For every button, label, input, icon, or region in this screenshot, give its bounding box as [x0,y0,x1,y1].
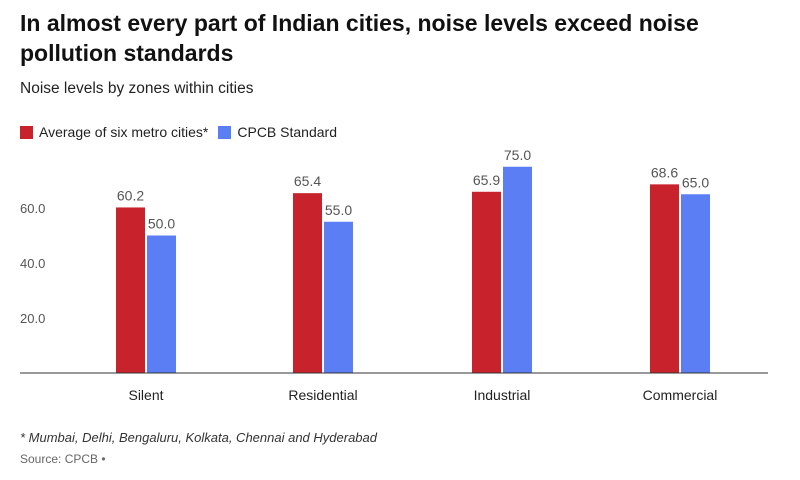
legend-swatch-standard [218,125,232,139]
y-tick-label: 40.0 [20,256,45,271]
y-tick-label: 20.0 [20,311,45,326]
bar-average [293,193,322,373]
bar-average [650,184,679,373]
legend-label-average: Average of six metro cities* [39,124,209,140]
x-tick-label: Residential [288,387,357,403]
legend-item-standard: CPCB Standard [218,124,337,140]
x-tick-label: Commercial [643,387,718,403]
legend-swatch-average [20,125,33,139]
bar-average [116,207,145,373]
legend: Average of six metro cities* CPCB Standa… [20,124,347,140]
x-tick-label: Industrial [474,387,531,403]
y-tick-label: 60.0 [20,201,45,216]
bar-average [472,191,501,373]
data-label: 55.0 [325,202,352,218]
data-label: 68.6 [651,164,678,180]
data-label: 75.0 [504,147,531,163]
data-label: 65.4 [294,173,321,189]
chart-source: Source: CPCB • [20,452,106,466]
bar-standard [324,221,353,373]
legend-item-average: Average of six metro cities* [20,124,208,140]
chart-title: In almost every part of Indian cities, n… [20,10,699,66]
legend-label-standard: CPCB Standard [237,124,337,140]
chart-subtitle: Noise levels by zones within cities [20,80,254,97]
chart-footnote: * Mumbai, Delhi, Bengaluru, Kolkata, Che… [20,430,377,445]
bar-standard [503,166,532,373]
data-label: 50.0 [148,216,175,232]
data-label: 60.2 [117,187,144,203]
bar-standard [147,235,176,373]
data-label: 65.0 [682,174,709,190]
x-tick-label: Silent [128,387,163,403]
data-label: 65.9 [473,172,500,188]
bar-standard [681,194,710,373]
